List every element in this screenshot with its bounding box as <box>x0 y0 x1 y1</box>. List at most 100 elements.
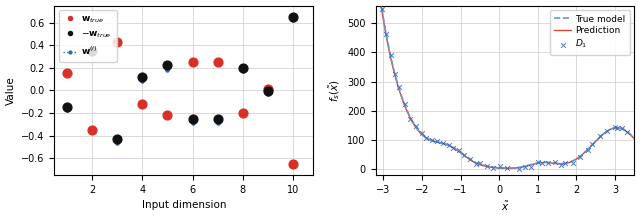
$D_1$ <box>575 155 586 159</box>
Point <box>188 121 198 125</box>
Point <box>112 141 122 144</box>
Point <box>288 162 298 166</box>
Y-axis label: $f_s(\tilde{x})$: $f_s(\tilde{x})$ <box>327 79 342 102</box>
True model <box>529 163 537 165</box>
Prediction <box>522 165 530 168</box>
Prediction <box>529 163 537 166</box>
$D_1$ <box>475 161 485 164</box>
$D_1$ <box>502 166 512 170</box>
Prediction <box>388 60 396 62</box>
Point <box>263 89 273 92</box>
$D_1$ <box>411 124 421 128</box>
Point <box>112 140 122 143</box>
Point <box>188 118 198 122</box>
Point <box>62 72 72 75</box>
Point <box>237 66 248 69</box>
Point <box>212 121 223 125</box>
Point <box>137 75 147 79</box>
Point <box>62 106 72 109</box>
Point <box>237 68 248 72</box>
Point <box>163 65 173 68</box>
Point <box>163 113 173 117</box>
Y-axis label: Value: Value <box>6 76 15 105</box>
Point <box>212 117 223 120</box>
$D_1$ <box>405 117 415 120</box>
Line: Prediction: Prediction <box>376 0 634 168</box>
Point <box>237 67 248 71</box>
Point <box>288 14 298 18</box>
$D_1$ <box>520 165 530 168</box>
$D_1$ <box>432 140 442 143</box>
$D_1$ <box>536 161 547 164</box>
$D_1$ <box>587 142 597 146</box>
Point <box>163 64 173 67</box>
$D_1$ <box>460 154 470 157</box>
$D_1$ <box>399 102 410 106</box>
X-axis label: Input dimension: Input dimension <box>141 200 226 210</box>
Point <box>62 107 72 110</box>
Point <box>263 90 273 93</box>
Point <box>137 75 147 79</box>
Point <box>112 40 122 44</box>
$D_1$ <box>543 161 553 165</box>
$D_1$ <box>621 130 632 134</box>
True model <box>630 137 638 140</box>
Point <box>188 119 198 123</box>
$D_1$ <box>481 164 492 168</box>
Point <box>62 103 72 107</box>
$D_1$ <box>471 162 481 166</box>
$D_1$ <box>438 142 448 145</box>
$D_1$ <box>381 32 391 36</box>
Point <box>137 79 147 83</box>
$D_1$ <box>495 164 506 168</box>
Point <box>288 15 298 19</box>
$D_1$ <box>560 161 570 165</box>
Point <box>163 68 173 72</box>
Prediction <box>630 138 638 140</box>
True model <box>388 58 396 61</box>
Point <box>112 137 122 141</box>
$D_1$ <box>454 149 464 152</box>
Point <box>62 108 72 111</box>
$D_1$ <box>568 161 578 164</box>
Point <box>62 106 72 109</box>
Point <box>87 49 97 53</box>
Point <box>288 18 298 22</box>
Point <box>188 60 198 64</box>
$D_1$ <box>617 126 627 130</box>
Point <box>163 66 173 69</box>
$D_1$ <box>612 126 622 130</box>
Line: True model: True model <box>376 0 634 168</box>
Point <box>87 49 97 53</box>
$D_1$ <box>610 125 620 129</box>
True model <box>537 161 545 164</box>
Point <box>288 17 298 21</box>
X-axis label: $\tilde{x}$: $\tilde{x}$ <box>500 200 509 214</box>
Point <box>288 16 298 20</box>
$D_1$ <box>513 167 524 170</box>
Point <box>212 119 223 123</box>
Point <box>188 117 198 120</box>
Point <box>87 51 97 55</box>
Point <box>263 87 273 91</box>
Point <box>188 120 198 124</box>
Point <box>237 111 248 115</box>
Legend: True model, Prediction, $D_1$: True model, Prediction, $D_1$ <box>550 10 630 55</box>
Point <box>87 47 97 50</box>
$D_1$ <box>595 134 605 138</box>
$D_1$ <box>448 147 458 150</box>
Legend: $\mathbf{w}_{true}$, $-\mathbf{w}_{true}$, $\mathbf{w}^{(i)}$: $\mathbf{w}_{true}$, $-\mathbf{w}_{true}… <box>59 10 116 62</box>
Point <box>112 142 122 145</box>
Point <box>212 60 223 64</box>
Point <box>163 67 173 71</box>
Point <box>87 48 97 51</box>
Prediction <box>568 160 576 163</box>
$D_1$ <box>444 144 454 147</box>
True model <box>504 167 512 169</box>
Point <box>237 65 248 68</box>
Point <box>263 90 273 93</box>
$D_1$ <box>385 53 396 57</box>
$D_1$ <box>420 136 431 140</box>
Point <box>212 117 223 120</box>
Point <box>112 138 122 142</box>
